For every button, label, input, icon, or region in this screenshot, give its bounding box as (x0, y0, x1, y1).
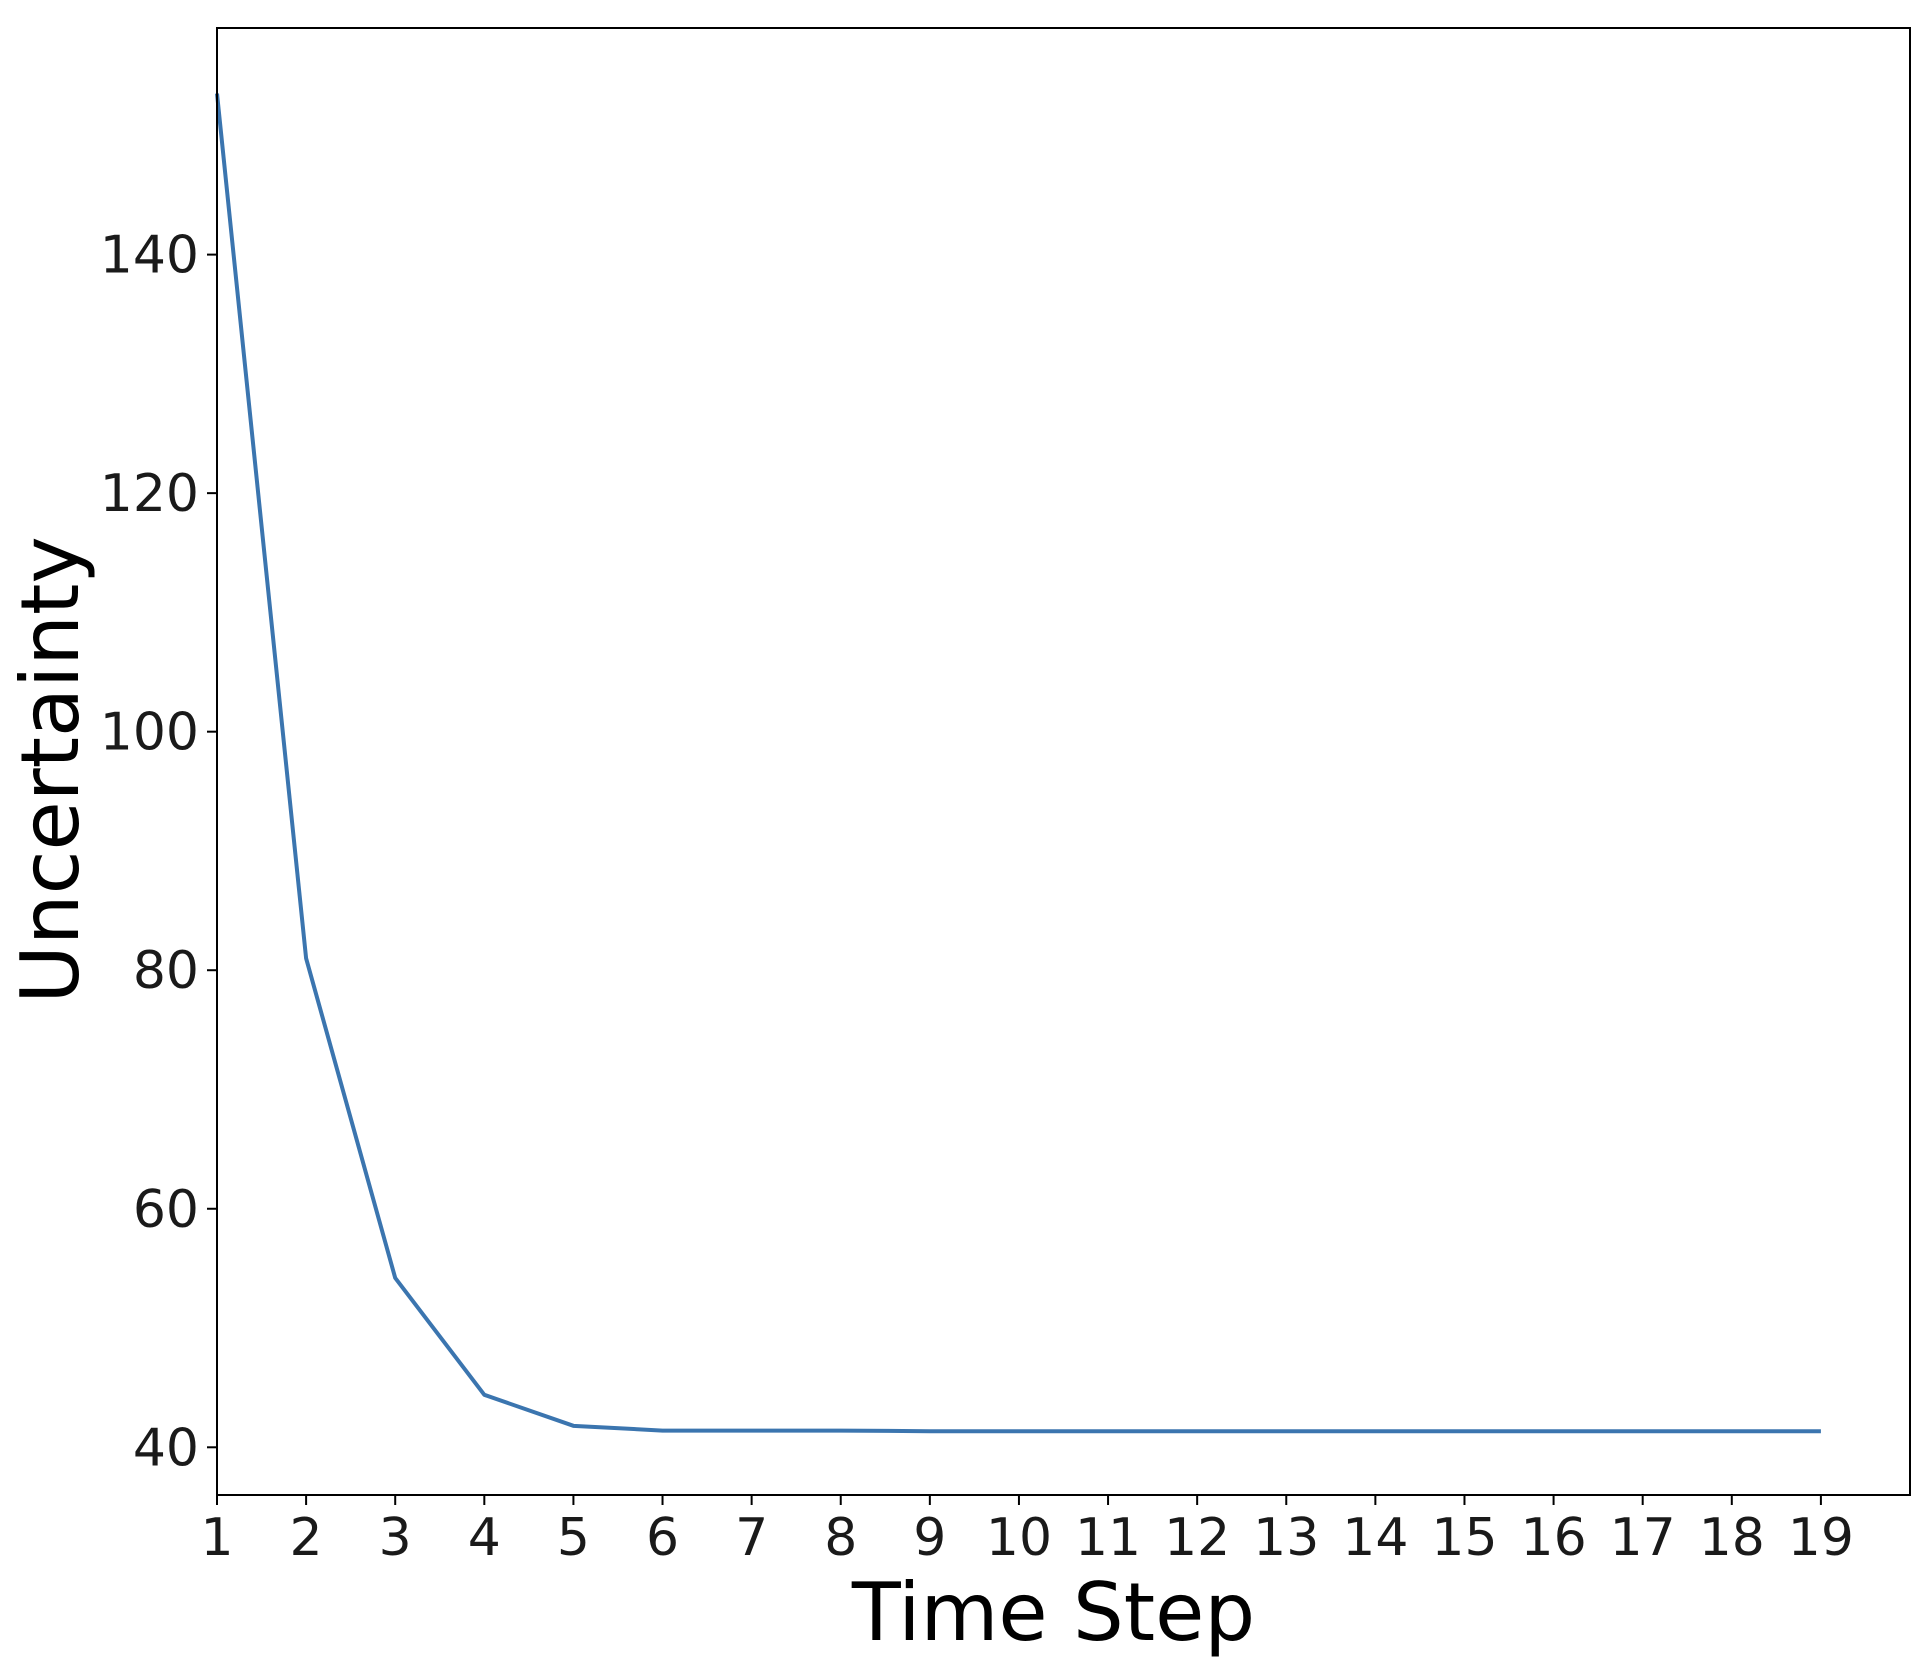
x-tick-label: 17 (1610, 1508, 1676, 1568)
x-tick-label: 19 (1788, 1508, 1854, 1568)
x-tick-label: 15 (1431, 1508, 1497, 1568)
y-tick-label: 140 (100, 226, 199, 286)
x-tick-label: 1 (200, 1508, 233, 1568)
series-layer (215, 93, 1821, 1434)
x-tick-label: 7 (735, 1508, 768, 1568)
y-tick-label: 100 (100, 703, 199, 763)
x-tick-label: 6 (646, 1508, 679, 1568)
x-tick-label: 9 (913, 1508, 946, 1568)
x-tick-label: 5 (557, 1508, 590, 1568)
x-tick-label: 14 (1342, 1508, 1408, 1568)
x-axis-title: Time Step (851, 1566, 1255, 1658)
x-tick-label: 12 (1164, 1508, 1230, 1568)
x-tick-label: 16 (1520, 1508, 1586, 1568)
series-line (215, 93, 1821, 1434)
plot-frame (216, 27, 1911, 1496)
x-tick-label: 8 (824, 1508, 857, 1568)
x-tick-label: 10 (986, 1508, 1052, 1568)
x-tick-label: 4 (468, 1508, 501, 1568)
y-tick-label: 40 (133, 1418, 199, 1478)
y-axis-title: Uncertainty (4, 536, 97, 1003)
x-tick-label: 11 (1075, 1508, 1141, 1568)
ticks-layer: 1 2 3 4 5 6 7 8 9 10 11 12 13 14 15 16 17 18 1940608010012… (100, 226, 1854, 1568)
x-tick-label: 2 (290, 1508, 323, 1568)
x-tick-label: 3 (379, 1508, 412, 1568)
y-tick-label: 120 (100, 464, 199, 524)
y-tick-label: 80 (133, 941, 199, 1001)
x-tick-label: 18 (1699, 1508, 1765, 1568)
y-tick-label: 60 (133, 1180, 199, 1240)
x-tick-label: 13 (1253, 1508, 1319, 1568)
